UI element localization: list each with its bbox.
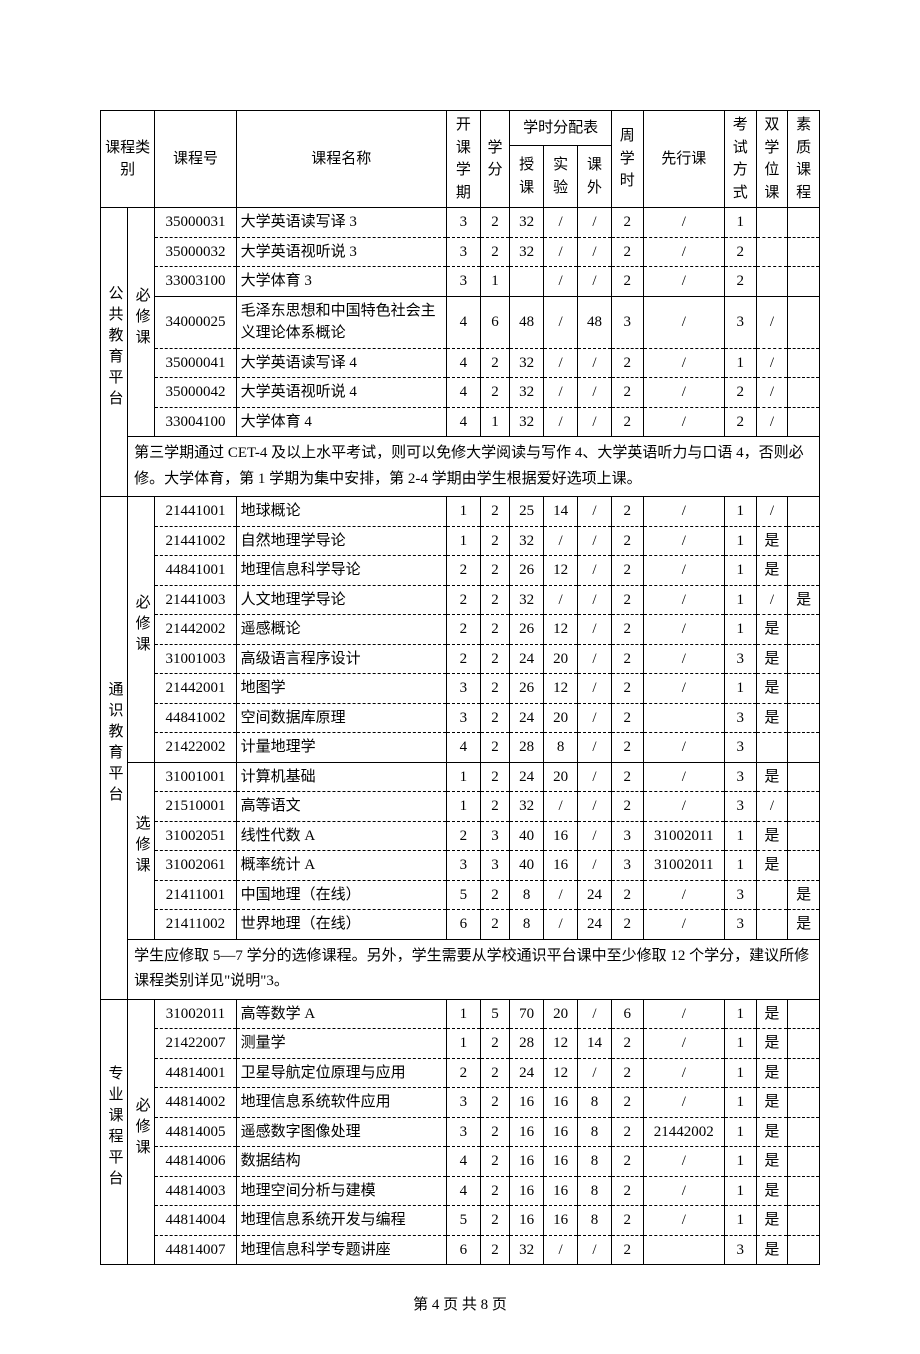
table-row: 31002061概率统计 A334016/3310020111是 — [101, 851, 820, 881]
type-required: 必修课 — [128, 497, 155, 763]
table-row: 44814006数据结构42161682/1是 — [101, 1147, 820, 1177]
table-row: 21442002遥感概论222612/2/1是 — [101, 615, 820, 645]
table-row: 21422002计量地理学42288/2/3 — [101, 733, 820, 763]
table-row: 21411001中国地理（在线）528/242/3是 — [101, 880, 820, 910]
table-row: 21442001地图学322612/2/1是 — [101, 674, 820, 704]
table-row: 33004100大学体育 4 41 32// 2/2 / — [101, 407, 820, 437]
table-row: 21510001高等语文1232//2/3/ — [101, 792, 820, 822]
table-row: 21441002自然地理学导论1232//2/1是 — [101, 526, 820, 556]
table-row: 44814007地理信息科学专题讲座6232//23是 — [101, 1235, 820, 1265]
cell-name: 大学英语读写译 3 — [236, 208, 446, 238]
hdr-course-name: 课程名称 — [236, 111, 446, 208]
hdr-semester: 开课学期 — [446, 111, 480, 208]
platform-public: 公共教育平台 — [101, 208, 128, 497]
public-note: 第三学期通过 CET-4 及以上水平考试，则可以免修大学阅读与写作 4、大学英语… — [128, 437, 820, 497]
table-row: 44814005遥感数字图像处理32161682214420021是 — [101, 1117, 820, 1147]
page-footer: 第 4 页 共 8 页 — [100, 1293, 820, 1314]
table-row: 33003100大学体育 3 31 // 2/2 — [101, 267, 820, 297]
note-row: 学生应修取 5—7 学分的选修课程。另外，学生需要从学校通识平台课中至少修取 1… — [101, 939, 820, 999]
table-row: 21411002世界地理（在线）628/242/3是 — [101, 910, 820, 940]
header-row-1: 课程类别 课程号 课程名称 开课学期 学分 学时分配表 周学时 先行课 考试方式… — [101, 111, 820, 146]
hdr-dual-degree: 双学位课 — [756, 111, 788, 208]
hdr-hours-lab: 实验 — [544, 146, 578, 208]
hdr-exam-type: 考试方式 — [724, 111, 756, 208]
table-row: 35000042大学英语视听说 4 42 32// 2/2 / — [101, 378, 820, 408]
hdr-course-no: 课程号 — [155, 111, 236, 208]
table-row: 21422007测量学122812142/1是 — [101, 1029, 820, 1059]
general-note: 学生应修取 5—7 学分的选修课程。另外，学生需要从学校通识平台课中至少修取 1… — [128, 939, 820, 999]
table-row: 31001003高级语言程序设计222420/2/3是 — [101, 644, 820, 674]
hdr-prereq: 先行课 — [643, 111, 724, 208]
cell-no: 35000031 — [155, 208, 236, 238]
table-row: 35000041大学英语读写译 4 42 32// 2/1 / — [101, 348, 820, 378]
table-row: 31002051线性代数 A234016/3310020111是 — [101, 821, 820, 851]
table-row: 选修课 31001001计算机基础122420/2/3是 — [101, 762, 820, 792]
table-row: 专业课程平台 必修课 31002011高等数学 A157020/6/1是 — [101, 999, 820, 1029]
hdr-hours-extra: 课外 — [578, 146, 612, 208]
hdr-hours-group: 学时分配表 — [510, 111, 612, 146]
type-required: 必修课 — [128, 999, 155, 1265]
hdr-category: 课程类别 — [101, 111, 155, 208]
table-row: 44814003地理空间分析与建模42161682/1是 — [101, 1176, 820, 1206]
table-row: 44841002空间数据库原理322420/23是 — [101, 703, 820, 733]
type-elective: 选修课 — [128, 762, 155, 939]
table-row: 44841001地理信息科学导论222612/2/1是 — [101, 556, 820, 586]
hdr-credit: 学分 — [480, 111, 509, 208]
table-row: 通识教育平台 必修课 21441001地球概论 12 2514/ 2/1 / — [101, 497, 820, 527]
table-row: 44814002地理信息系统软件应用32161682/1是 — [101, 1088, 820, 1118]
hdr-hours-lecture: 授课 — [510, 146, 544, 208]
table-row: 34000025毛泽东思想和中国特色社会主义理论体系概论 46 48/48 3/… — [101, 296, 820, 348]
platform-major: 专业课程平台 — [101, 999, 128, 1265]
type-required: 必修课 — [128, 208, 155, 437]
hdr-quality-course: 素质课程 — [788, 111, 820, 208]
table-row: 公共教育平台 必修课 35000031 大学英语读写译 3 32 32// 2/… — [101, 208, 820, 238]
platform-general: 通识教育平台 — [101, 497, 128, 1000]
table-row: 44814001卫星导航定位原理与应用222412/2/1是 — [101, 1058, 820, 1088]
hdr-weekly-hours: 周学时 — [611, 111, 643, 208]
table-row: 35000032大学英语视听说 3 32 32// 2/2 — [101, 237, 820, 267]
note-row: 第三学期通过 CET-4 及以上水平考试，则可以免修大学阅读与写作 4、大学英语… — [101, 437, 820, 497]
table-row: 21441003人文地理学导论2232//2/1/是 — [101, 585, 820, 615]
curriculum-table: 课程类别 课程号 课程名称 开课学期 学分 学时分配表 周学时 先行课 考试方式… — [100, 110, 820, 1265]
table-row: 44814004地理信息系统开发与编程52161682/1是 — [101, 1206, 820, 1236]
